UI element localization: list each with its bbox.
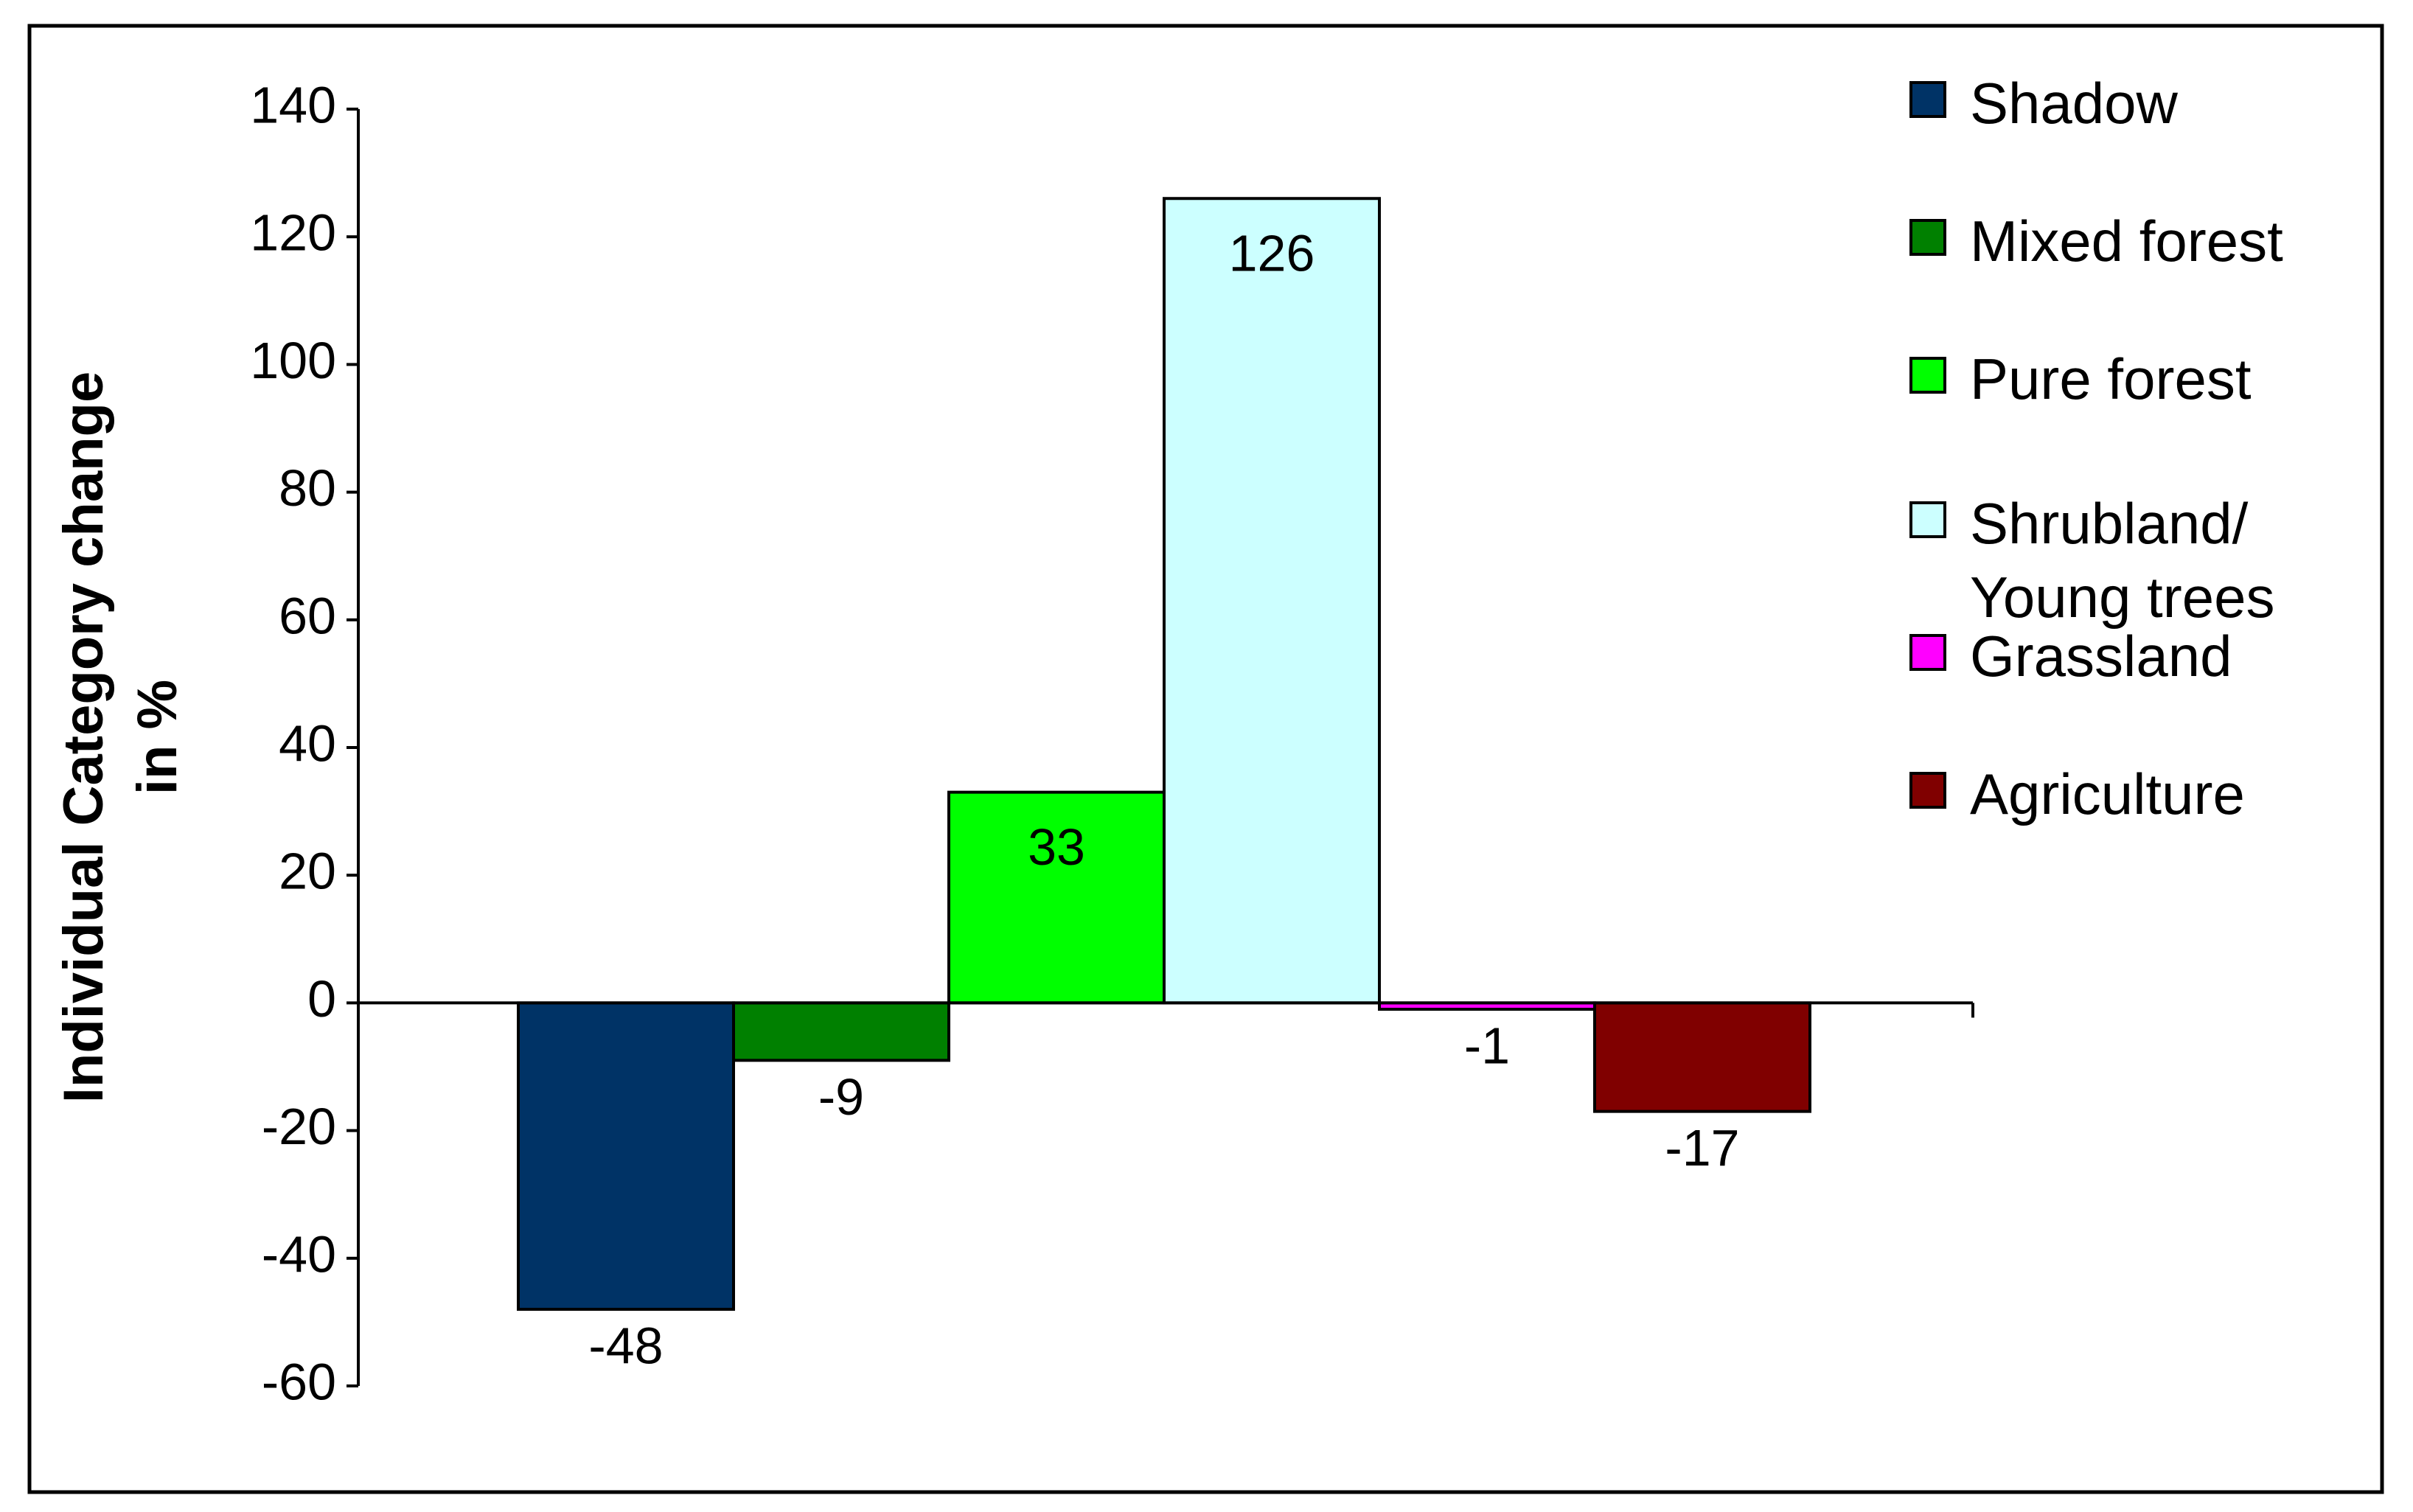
bar xyxy=(732,1001,950,1062)
data-label: -17 xyxy=(1665,1119,1739,1177)
y-tick-label: 120 xyxy=(250,204,336,262)
legend-swatch xyxy=(1909,81,1946,118)
y-tick-label: 100 xyxy=(250,332,336,389)
chart-border xyxy=(27,24,2384,1494)
y-label: Individual Category change in % xyxy=(52,372,189,1103)
y-tick-label: 140 xyxy=(250,76,336,133)
y-tick-label: 0 xyxy=(307,970,336,1028)
data-label: -1 xyxy=(1464,1017,1510,1075)
legend-label: Shadow xyxy=(1970,71,2178,136)
y-tick-label: -20 xyxy=(262,1098,336,1155)
legend-swatch xyxy=(1909,501,1946,538)
y-tick-label: 80 xyxy=(279,459,336,517)
legend-label: Mixed forest xyxy=(1970,209,2283,274)
y-label-line: in % xyxy=(126,680,189,795)
y-tick-label: 60 xyxy=(279,587,336,644)
legend-swatch xyxy=(1909,634,1946,671)
legend-swatch xyxy=(1909,357,1946,394)
legend-label: Agriculture xyxy=(1970,762,2245,826)
data-label: -9 xyxy=(818,1068,864,1126)
legend-item: Shrubland/ Young trees xyxy=(1909,487,2324,634)
bar xyxy=(947,790,1166,1005)
data-label: -48 xyxy=(588,1317,663,1375)
legend-item: Shadow xyxy=(1909,66,2324,140)
y-tick-label: -60 xyxy=(262,1353,336,1410)
bar xyxy=(1163,197,1381,1005)
legend-swatch xyxy=(1909,219,1946,256)
y-tick-label: 40 xyxy=(279,714,336,772)
legend-item: Grassland xyxy=(1909,619,2324,693)
legend-item: Mixed forest xyxy=(1909,204,2324,278)
y-tick-label: 20 xyxy=(279,843,336,900)
y-tick-label: -40 xyxy=(262,1225,336,1283)
bar xyxy=(517,1001,735,1311)
legend-label: Shrubland/ Young trees xyxy=(1970,491,2275,630)
legend-item: Agriculture xyxy=(1909,757,2324,831)
legend-item: Pure forest xyxy=(1909,342,2324,416)
y-label-line: Individual Category change xyxy=(52,372,115,1103)
legend-label: Pure forest xyxy=(1970,346,2252,411)
bar xyxy=(1593,1001,1811,1113)
data-label: 33 xyxy=(1028,818,1085,876)
legend-swatch xyxy=(1909,772,1946,809)
legend-label: Grassland xyxy=(1970,624,2232,689)
data-label: 126 xyxy=(1229,225,1315,282)
